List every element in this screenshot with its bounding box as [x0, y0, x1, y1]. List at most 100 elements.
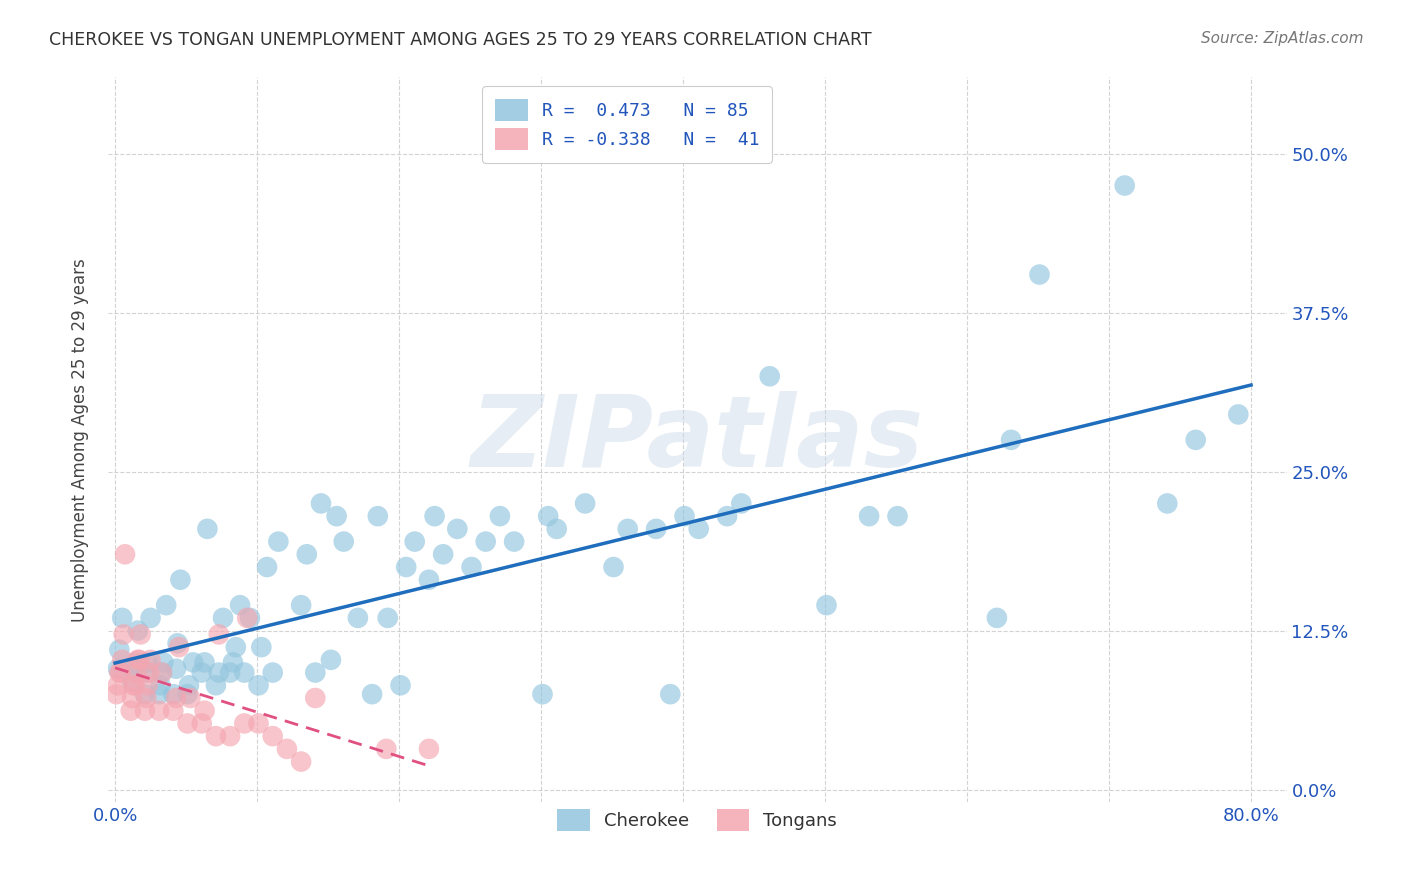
Point: [304, 691, 326, 706]
Point: [135, 665, 157, 680]
Point: [165, 662, 187, 676]
Point: [190, 665, 212, 680]
Point: [229, 598, 252, 612]
Point: [389, 678, 412, 692]
Text: CHEROKEE VS TONGAN UNEMPLOYMENT AMONG AGES 25 TO 29 YEARS CORRELATION CHART: CHEROKEE VS TONGAN UNEMPLOYMENT AMONG AG…: [49, 31, 872, 49]
Point: [162, 687, 184, 701]
Point: [730, 496, 752, 510]
Point: [418, 742, 440, 756]
Point: [858, 509, 880, 524]
Point: [136, 656, 159, 670]
Point: [111, 653, 134, 667]
Point: [250, 640, 273, 654]
Point: [367, 509, 389, 524]
Point: [148, 687, 170, 701]
Point: [166, 636, 188, 650]
Point: [138, 665, 160, 680]
Point: [208, 665, 231, 680]
Point: [193, 704, 215, 718]
Point: [546, 522, 568, 536]
Point: [139, 611, 162, 625]
Point: [319, 653, 342, 667]
Point: [165, 691, 187, 706]
Point: [107, 662, 129, 676]
Point: [150, 665, 173, 680]
Point: [290, 755, 312, 769]
Point: [181, 656, 204, 670]
Point: [139, 653, 162, 667]
Point: [432, 547, 454, 561]
Point: [134, 704, 156, 718]
Point: [602, 560, 624, 574]
Point: [1156, 496, 1178, 510]
Point: [124, 656, 146, 670]
Point: [304, 665, 326, 680]
Point: [108, 665, 131, 680]
Point: [134, 687, 156, 701]
Point: [212, 611, 235, 625]
Point: [247, 716, 270, 731]
Point: [239, 611, 262, 625]
Point: [256, 560, 278, 574]
Point: [233, 716, 256, 731]
Point: [986, 611, 1008, 625]
Point: [395, 560, 418, 574]
Point: [325, 509, 347, 524]
Point: [219, 665, 242, 680]
Point: [114, 547, 136, 561]
Point: [375, 742, 398, 756]
Point: [197, 522, 219, 536]
Point: [127, 653, 149, 667]
Point: [377, 611, 399, 625]
Point: [645, 522, 668, 536]
Point: [673, 509, 696, 524]
Point: [503, 534, 526, 549]
Point: [129, 627, 152, 641]
Point: [121, 691, 143, 706]
Point: [108, 642, 131, 657]
Point: [150, 665, 173, 680]
Point: [616, 522, 638, 536]
Point: [122, 662, 145, 676]
Point: [149, 678, 172, 692]
Point: [423, 509, 446, 524]
Point: [460, 560, 482, 574]
Point: [176, 716, 198, 731]
Point: [107, 678, 129, 692]
Point: [531, 687, 554, 701]
Point: [262, 729, 284, 743]
Point: [262, 665, 284, 680]
Point: [127, 624, 149, 638]
Point: [152, 656, 174, 670]
Point: [659, 687, 682, 701]
Point: [208, 627, 231, 641]
Point: [347, 611, 370, 625]
Point: [716, 509, 738, 524]
Point: [1184, 433, 1206, 447]
Point: [121, 674, 143, 689]
Point: [1114, 178, 1136, 193]
Point: [361, 687, 384, 701]
Point: [1000, 433, 1022, 447]
Point: [474, 534, 496, 549]
Point: [125, 665, 148, 680]
Point: [222, 656, 245, 670]
Point: [758, 369, 780, 384]
Point: [135, 691, 157, 706]
Point: [136, 678, 159, 692]
Point: [267, 534, 290, 549]
Point: [236, 611, 259, 625]
Point: [193, 656, 215, 670]
Point: [111, 611, 134, 625]
Point: [155, 598, 177, 612]
Point: [404, 534, 426, 549]
Point: [105, 687, 128, 701]
Point: [190, 716, 212, 731]
Point: [148, 704, 170, 718]
Legend: Cherokee, Tongans: Cherokee, Tongans: [544, 797, 849, 844]
Text: Source: ZipAtlas.com: Source: ZipAtlas.com: [1201, 31, 1364, 46]
Point: [290, 598, 312, 612]
Point: [1028, 268, 1050, 282]
Point: [120, 704, 142, 718]
Point: [112, 627, 135, 641]
